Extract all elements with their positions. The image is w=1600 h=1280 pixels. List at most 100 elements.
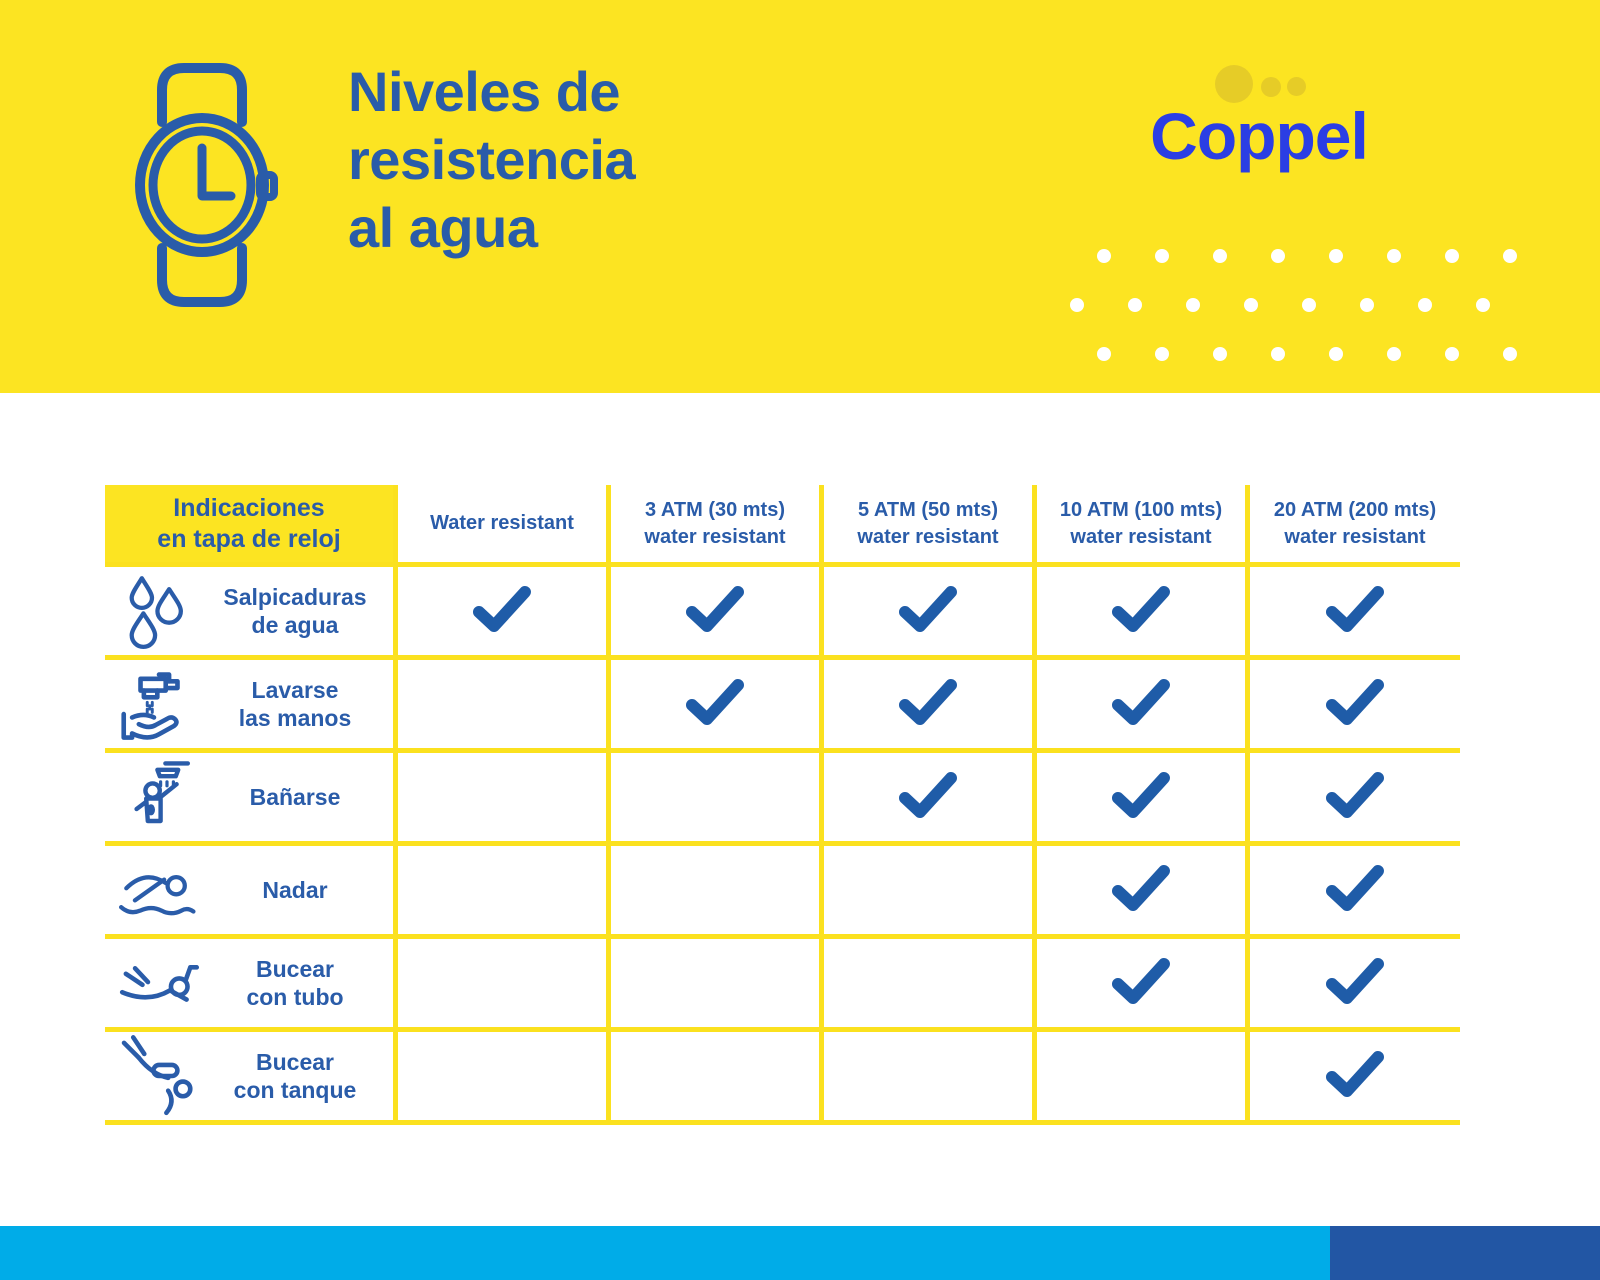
row-label-line: Bucear	[256, 1049, 334, 1075]
dot	[1128, 298, 1142, 312]
corner-header: Indicaciones en tapa de reloj	[105, 485, 393, 562]
checkmark-icon	[1109, 769, 1173, 826]
check-cell-r2-c1	[398, 660, 606, 748]
check-cell-r3-c3	[824, 753, 1032, 841]
checkmark-icon	[896, 769, 960, 826]
row-label-6: Bucear con tanque	[105, 1032, 393, 1120]
row-label-2: Lavarse las manos	[105, 660, 393, 748]
checkmark-icon	[896, 676, 960, 733]
dot	[1503, 249, 1517, 263]
checkmark-icon	[1323, 955, 1387, 1012]
row-label-text: Bucear con tanque	[213, 1048, 393, 1104]
dot	[1271, 347, 1285, 361]
row-label-line: Nadar	[262, 877, 328, 903]
page-title-line: al agua	[348, 196, 538, 259]
row-label-line: de agua	[251, 612, 339, 638]
check-cell-r2-c4	[1037, 660, 1245, 748]
check-cell-r6-c1	[398, 1032, 606, 1120]
check-cell-r1-c5	[1250, 567, 1460, 655]
dot	[1476, 298, 1490, 312]
row-label-text: Bañarse	[213, 783, 393, 811]
row-label-4: Nadar	[105, 846, 393, 934]
check-cell-r1-c2	[611, 567, 819, 655]
brand-circle-medium	[1261, 77, 1281, 97]
checkmark-icon	[1323, 769, 1387, 826]
checkmark-icon	[1109, 676, 1173, 733]
column-header-line: 10 ATM (100 mts)	[1059, 498, 1223, 521]
corner-header-line: en tapa de reloj	[157, 524, 341, 553]
row-label-line: Lavarse	[251, 677, 339, 703]
row-label-text: Lavarse las manos	[213, 676, 393, 732]
coppel-logo: Coppel	[1150, 99, 1369, 173]
check-cell-r2-c5	[1250, 660, 1460, 748]
dot	[1329, 347, 1343, 361]
check-cell-r1-c1	[398, 567, 606, 655]
checkmark-icon	[1109, 955, 1173, 1012]
dot	[1302, 298, 1316, 312]
dot	[1445, 249, 1459, 263]
row-label-line: Bañarse	[249, 784, 341, 810]
row-label-text: Nadar	[213, 876, 393, 904]
check-cell-r2-c2	[611, 660, 819, 748]
column-header-line: 3 ATM (30 mts)	[644, 498, 786, 521]
dot	[1213, 347, 1227, 361]
check-cell-r6-c4	[1037, 1032, 1245, 1120]
watch-icon	[112, 56, 292, 319]
column-header-line: 5 ATM (50 mts)	[857, 498, 999, 521]
check-cell-r3-c5	[1250, 753, 1460, 841]
shower-icon	[105, 757, 213, 837]
dot	[1445, 347, 1459, 361]
dot	[1387, 347, 1401, 361]
check-cell-r5-c4	[1037, 939, 1245, 1027]
dot	[1503, 347, 1517, 361]
dot	[1213, 249, 1227, 263]
dot	[1244, 298, 1258, 312]
dot	[1271, 249, 1285, 263]
dot	[1070, 298, 1084, 312]
row-label-line: Bucear	[256, 956, 334, 982]
swimmer-icon	[105, 847, 213, 933]
check-cell-r1-c3	[824, 567, 1032, 655]
check-cell-r4-c4	[1037, 846, 1245, 934]
checkmark-icon	[1109, 583, 1173, 640]
checkmark-icon	[683, 676, 747, 733]
column-header-line: water resistant	[644, 525, 786, 548]
column-header-line: 20 ATM (200 mts)	[1273, 498, 1437, 521]
brand-circle-small	[1287, 77, 1306, 96]
row-label-line: con tubo	[246, 984, 344, 1010]
check-cell-r6-c2	[611, 1032, 819, 1120]
row-label-line: con tanque	[233, 1077, 357, 1103]
resistance-table: Indicaciones en tapa de reloj Water resi…	[105, 485, 1460, 1125]
dot	[1186, 298, 1200, 312]
check-cell-r1-c4	[1037, 567, 1245, 655]
check-cell-r6-c5	[1250, 1032, 1460, 1120]
checkmark-icon	[683, 583, 747, 640]
row-label-text: Bucear con tubo	[213, 955, 393, 1011]
check-cell-r6-c3	[824, 1032, 1032, 1120]
column-header-1: Water resistant	[398, 485, 606, 562]
dot	[1418, 298, 1432, 312]
page-title-line: Niveles de	[348, 60, 621, 123]
check-cell-r4-c1	[398, 846, 606, 934]
check-cell-r5-c3	[824, 939, 1032, 1027]
column-header-line: water resistant	[857, 525, 999, 548]
footer-bar-dark	[1330, 1226, 1600, 1280]
dot	[1155, 347, 1169, 361]
checkmark-icon	[1323, 676, 1387, 733]
dot	[1387, 249, 1401, 263]
checkmark-icon	[896, 583, 960, 640]
check-cell-r4-c3	[824, 846, 1032, 934]
column-header-2: 3 ATM (30 mts) water resistant	[611, 485, 819, 562]
check-cell-r4-c5	[1250, 846, 1460, 934]
checkmark-icon	[1323, 1048, 1387, 1105]
column-header-line: water resistant	[1284, 525, 1426, 548]
check-cell-r5-c1	[398, 939, 606, 1027]
page-title: Niveles de resistencia al agua	[348, 58, 636, 262]
faucet-hand-icon	[105, 662, 213, 746]
scuba-icon	[105, 1030, 213, 1122]
checkmark-icon	[1109, 862, 1173, 919]
column-header-5: 20 ATM (200 mts) water resistant	[1250, 485, 1460, 562]
row-label-3: Bañarse	[105, 753, 393, 841]
dot	[1097, 249, 1111, 263]
page-title-line: resistencia	[348, 128, 636, 191]
